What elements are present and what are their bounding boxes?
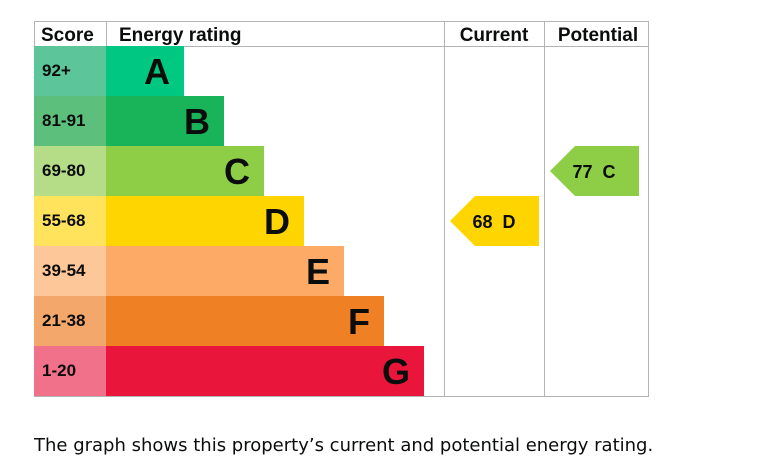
- band-bar-g: [106, 346, 424, 396]
- band-g: 1-20 G: [34, 346, 424, 396]
- score-header: Score: [41, 25, 94, 46]
- score-label-f: 21-38: [42, 311, 85, 330]
- score-label-d: 55-68: [42, 211, 85, 230]
- header-row: Score Energy rating Current Potential: [41, 25, 638, 46]
- band-letter-g: G: [382, 351, 410, 392]
- score-cell-e: [34, 246, 106, 296]
- band-letter-b: B: [184, 101, 210, 142]
- band-e: 39-54 E: [34, 246, 344, 296]
- band-letter-d: D: [264, 201, 290, 242]
- band-letter-e: E: [306, 251, 330, 292]
- band-bar-e: [106, 246, 344, 296]
- band-letter-a: A: [144, 51, 170, 92]
- band-letter-c: C: [224, 151, 250, 192]
- current-header: Current: [460, 25, 529, 46]
- potential-rating-marker: 77 C: [550, 146, 639, 196]
- band-c: 69-80 C: [34, 146, 264, 196]
- score-label-c: 69-80: [42, 161, 85, 180]
- energy-rating-header: Energy rating: [119, 25, 241, 46]
- band-a: 92+ A: [34, 46, 184, 96]
- band-b: 81-91 B: [34, 96, 224, 146]
- band-letter-f: F: [348, 301, 370, 342]
- band-f: 21-38 F: [34, 296, 384, 346]
- band-d: 55-68 D: [34, 196, 304, 246]
- score-cell-c: [34, 146, 106, 196]
- score-cell-d: [34, 196, 106, 246]
- band-bar-a: [106, 46, 184, 96]
- potential-header: Potential: [558, 25, 638, 46]
- score-label-e: 39-54: [42, 261, 86, 280]
- potential-rating-marker-label: 77 C: [572, 162, 615, 182]
- chart-caption: The graph shows this property’s current …: [34, 435, 654, 456]
- score-cell-g: [34, 346, 106, 396]
- current-rating-marker-label: 68 D: [472, 212, 515, 232]
- rating-bands: 92+ A 81-91 B 69-80 C 55-68 D 39-54 E 21-38 F 1-20 G: [34, 46, 424, 396]
- band-bar-f: [106, 296, 384, 346]
- current-rating-marker-arrow: [450, 196, 539, 246]
- potential-rating-marker-arrow: [550, 146, 639, 196]
- band-bar-c: [106, 146, 264, 196]
- rating-markers: 68 D 77 C: [450, 146, 639, 246]
- band-bar-d: [106, 196, 304, 246]
- score-label-g: 1-20: [42, 361, 76, 380]
- current-rating-marker: 68 D: [450, 196, 539, 246]
- score-cell-b: [34, 96, 106, 146]
- score-cell-f: [34, 296, 106, 346]
- score-label-a: 92+: [42, 61, 71, 80]
- score-label-b: 81-91: [42, 111, 85, 130]
- score-cell-a: [34, 46, 106, 96]
- band-bar-b: [106, 96, 224, 146]
